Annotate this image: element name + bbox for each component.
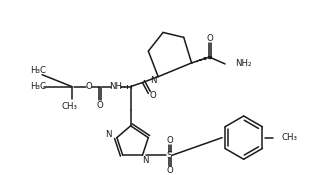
- Text: N: N: [150, 76, 156, 85]
- Text: O: O: [97, 101, 104, 110]
- Text: O: O: [166, 166, 173, 175]
- Text: N: N: [142, 156, 149, 165]
- Text: CH₃: CH₃: [281, 133, 297, 142]
- Text: CH₃: CH₃: [62, 102, 78, 111]
- Text: S: S: [166, 151, 172, 160]
- Text: H₃C: H₃C: [30, 82, 46, 91]
- Text: O: O: [86, 82, 93, 91]
- Text: NH₂: NH₂: [235, 59, 251, 68]
- Text: O: O: [207, 34, 214, 43]
- Text: NH: NH: [110, 82, 122, 91]
- Text: O: O: [166, 136, 173, 145]
- Text: O: O: [150, 91, 157, 100]
- Text: H₃C: H₃C: [30, 66, 46, 75]
- Text: N: N: [106, 130, 112, 139]
